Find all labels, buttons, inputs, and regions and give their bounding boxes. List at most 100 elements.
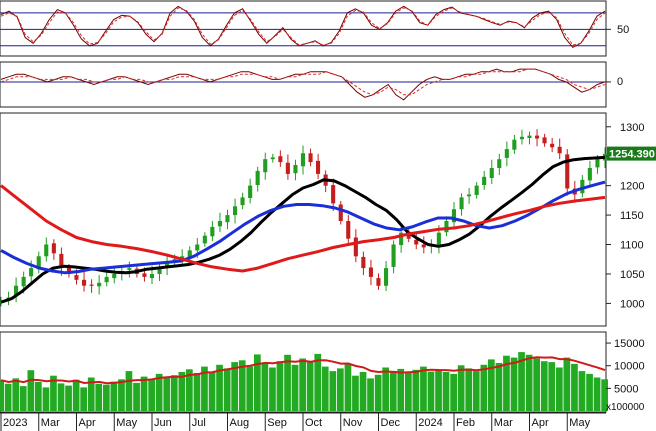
candle-body: [217, 221, 222, 227]
last-price-badge: 1254.390: [607, 146, 656, 161]
candle-body: [557, 146, 562, 154]
month-tick-label: Apr: [79, 417, 96, 429]
candle-body: [391, 244, 396, 267]
oscillator-levels: [0, 12, 611, 47]
candle-body: [474, 185, 479, 195]
candle-body: [580, 179, 585, 194]
month-tick-label: May: [569, 417, 590, 429]
candle-body: [225, 215, 230, 223]
candle-body: [353, 237, 358, 257]
volume-unit-label: x100000: [606, 402, 645, 413]
month-tick-label: 2024: [418, 417, 442, 429]
candle-body: [497, 159, 502, 168]
oscillator-tick-50: 50: [617, 24, 629, 36]
candle-body: [142, 273, 147, 277]
price-tick-label: 1100: [620, 240, 644, 252]
candle-body: [195, 244, 200, 251]
price-tick-label: 1200: [620, 181, 644, 193]
candle-body: [187, 250, 192, 258]
candle-body: [587, 168, 592, 181]
month-tick-label: Sep: [267, 417, 287, 429]
candle-body: [240, 197, 245, 206]
candle-body: [565, 154, 570, 189]
candle-body: [66, 267, 71, 274]
candle-body: [519, 136, 524, 140]
candle-body: [331, 185, 336, 204]
candle-body: [550, 143, 555, 148]
month-tick-label: Apr: [532, 417, 549, 429]
candle-body: [248, 185, 253, 198]
candle-body: [316, 160, 321, 174]
price-tick-label: 1300: [620, 122, 644, 134]
candle-body: [104, 276, 109, 283]
price-ma-slow: [0, 184, 606, 273]
volume-tick-label: 15000: [614, 338, 645, 350]
month-tick-label: Mar: [41, 417, 60, 429]
price-candles: [0, 129, 607, 307]
volume-tick-label: 10000: [614, 361, 645, 373]
candle-body: [451, 209, 456, 223]
candle-body: [489, 168, 494, 178]
candle-body: [444, 221, 449, 233]
candle-body: [202, 235, 207, 244]
volume-ma-line: [0, 356, 606, 385]
candle-body: [14, 285, 19, 297]
candle-body: [482, 176, 487, 185]
candle-body: [157, 268, 162, 274]
candle-body: [112, 274, 117, 279]
candle-body: [285, 162, 290, 174]
candle-body: [368, 267, 373, 277]
volume-axis-ticks: 5000 10000 15000: [606, 338, 645, 395]
candle-body: [361, 256, 366, 269]
month-tick-label: Mar: [494, 417, 513, 429]
price-tick-label: 1000: [620, 298, 644, 310]
candle-body: [21, 276, 26, 287]
candle-body: [149, 274, 154, 279]
last-price-label: 1254.390: [609, 149, 655, 161]
month-tick-label: Dec: [381, 417, 401, 429]
month-axis: 2023 Mar Apr May Jun Jul Aug Sep Oct Nov Dec 2024 Fe…: [0, 412, 606, 431]
price-panel: 1000105011001150120012501300 1254.390: [0, 112, 656, 327]
candle-body: [542, 137, 547, 144]
candle-body: [255, 170, 260, 185]
candle-body: [459, 197, 464, 210]
candle-body: [346, 221, 351, 239]
price-ma-mid: [0, 180, 606, 275]
candle-body: [270, 157, 275, 160]
candle-body: [278, 156, 283, 163]
month-tick-label: Aug: [230, 417, 250, 429]
candle-body: [504, 149, 509, 158]
month-tick-label: 2023: [3, 417, 27, 429]
candle-body: [595, 159, 600, 168]
candle-body: [97, 282, 102, 287]
candle-body: [82, 279, 87, 286]
candle-body: [293, 165, 298, 174]
candle-body: [535, 135, 540, 139]
last-price-badge-bg: [607, 146, 656, 161]
volume-moving-average: [0, 356, 606, 385]
oscillator-lines: [0, 5, 606, 49]
candle-body: [421, 244, 426, 248]
candle-body: [436, 232, 441, 246]
momentum-lines: [0, 68, 606, 101]
volume-panel: 5000 10000 15000 x100000: [0, 331, 645, 413]
momentum-tick-0: 0: [617, 76, 623, 88]
oscillator-frame: [0, 0, 607, 57]
oscillator-series-1: [0, 7, 606, 46]
candle-body: [512, 139, 517, 150]
price-ma-fast: [0, 155, 606, 304]
candle-body: [233, 206, 238, 216]
candle-body: [29, 268, 34, 277]
candle-body: [338, 204, 343, 221]
price-tick-label: 1150: [620, 210, 644, 222]
month-tick-label: Feb: [456, 417, 475, 429]
month-tick-label: Jun: [154, 417, 172, 429]
candle-body: [300, 153, 305, 167]
month-tick-label: Nov: [343, 417, 363, 429]
candle-body: [308, 153, 313, 163]
momentum-series-1: [0, 68, 606, 96]
candle-body: [51, 243, 56, 254]
month-tick-label: May: [116, 417, 137, 429]
